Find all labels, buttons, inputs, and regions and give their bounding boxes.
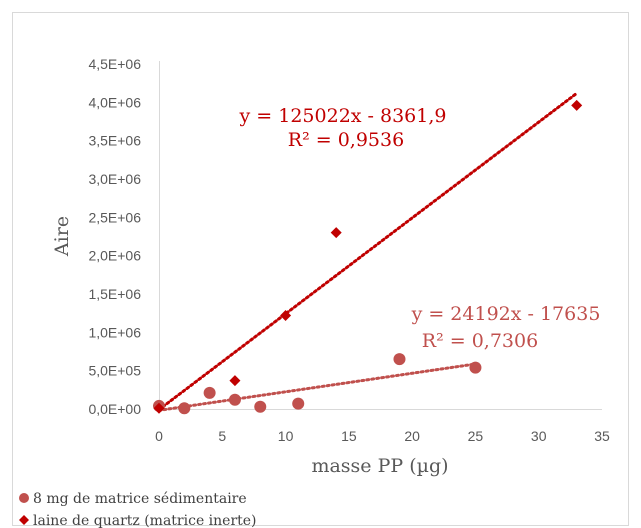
y-tick-label: 1,0E+06 <box>88 324 141 340</box>
x-tick-label: 15 <box>341 428 357 444</box>
data-point-sediment <box>292 397 305 410</box>
y-tick-label: 4,5E+06 <box>88 56 141 72</box>
x-tick-label: 10 <box>278 428 294 444</box>
legend-label-quartz: laine de quartz (matrice inerte) <box>33 513 257 528</box>
y-tick-label: 2,0E+06 <box>88 248 141 264</box>
legend-item-quartz: laine de quartz (matrice inerte) <box>19 513 257 528</box>
x-tick-label: 20 <box>404 428 420 444</box>
x-tick-label: 25 <box>468 428 484 444</box>
trendline-sediment <box>157 362 477 412</box>
data-point-quartz <box>229 375 241 387</box>
data-point-quartz <box>330 227 342 239</box>
x-axis-title: masse PP (µg) <box>311 455 448 477</box>
y-tick-label: 5,0E+05 <box>88 363 141 379</box>
trend-r2-sediment: R² = 0,7306 <box>422 330 538 352</box>
legend: 8 mg de matrice sédimentaire laine de qu… <box>19 491 257 528</box>
trendline-quartz <box>157 91 579 412</box>
y-axis-title: Aire <box>51 216 73 257</box>
trendlines <box>157 91 579 412</box>
data-point-sediment <box>469 361 482 374</box>
data-point-sediment <box>178 402 191 415</box>
y-axis-ticks: 0,0E+00 5,0E+05 1,0E+06 1,5E+06 2,0E+06 2,5E+… <box>88 56 141 417</box>
x-axis-ticks: 0 5 10 15 20 25 30 35 <box>155 428 610 444</box>
trend-equation-sediment: y = 24192x - 17635 <box>411 303 601 325</box>
data-point-quartz <box>153 402 165 414</box>
legend-circle-marker <box>19 493 29 503</box>
x-tick-label: 30 <box>531 428 547 444</box>
legend-item-sediment: 8 mg de matrice sédimentaire <box>19 491 247 507</box>
data-point-quartz <box>280 309 292 321</box>
x-tick-label: 35 <box>594 428 610 444</box>
data-point-sediment <box>203 386 216 399</box>
x-tick-label: 5 <box>218 428 226 444</box>
y-tick-label: 2,5E+06 <box>88 209 141 225</box>
data-point-quartz <box>571 99 583 111</box>
trend-equation-quartz: y = 125022x - 8361,9 <box>239 105 447 127</box>
y-tick-label: 4,0E+06 <box>88 94 141 110</box>
legend-label-sediment: 8 mg de matrice sédimentaire <box>33 491 247 507</box>
data-markers <box>153 99 583 415</box>
chart-frame <box>12 12 629 526</box>
y-tick-label: 3,5E+06 <box>88 133 141 149</box>
data-point-sediment <box>254 400 267 413</box>
y-tick-label: 3,0E+06 <box>88 171 141 187</box>
trend-r2-quartz: R² = 0,9536 <box>288 129 404 151</box>
x-tick-label: 0 <box>155 428 163 444</box>
legend-diamond-marker <box>19 515 29 525</box>
y-tick-label: 1,5E+06 <box>88 286 141 302</box>
y-tick-label: 0,0E+00 <box>88 401 141 417</box>
data-point-sediment <box>228 393 241 406</box>
data-point-sediment <box>393 353 406 366</box>
